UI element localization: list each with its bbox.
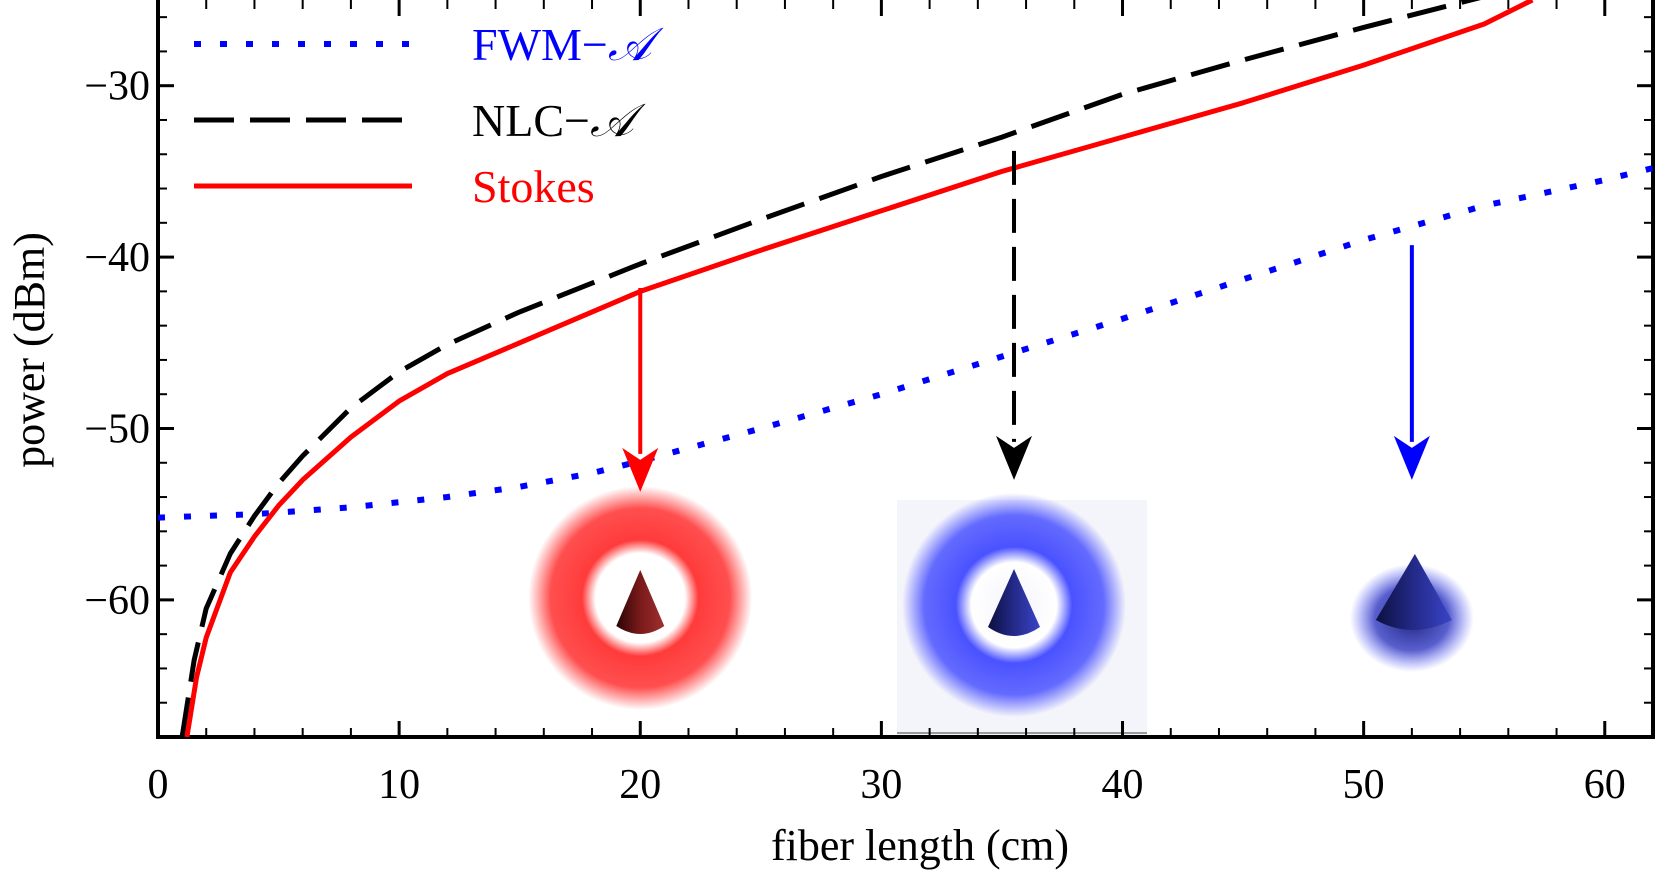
series-line-fwm bbox=[158, 165, 1653, 521]
y-tick-label: −40 bbox=[84, 235, 150, 281]
series-line-nlc bbox=[179, 0, 1481, 737]
ticks-layer bbox=[156, 0, 1653, 738]
fwm-beam-peak bbox=[1375, 554, 1452, 630]
x-tick-label: 60 bbox=[1584, 762, 1626, 808]
series-line-stokes bbox=[184, 0, 1534, 737]
y-tick-label: −60 bbox=[84, 578, 150, 624]
x-tick-label: 30 bbox=[860, 762, 902, 808]
legend-label: FWM−𝒜 bbox=[472, 19, 664, 70]
plot-border bbox=[156, 0, 1655, 739]
x-tick-label: 10 bbox=[378, 762, 420, 808]
legend: FWM−𝒜 NLC−𝒜 Stokes bbox=[194, 19, 664, 212]
x-tick-label: 0 bbox=[148, 762, 169, 808]
stokes-beam-peak bbox=[616, 570, 665, 634]
x-axis-label: fiber length (cm) bbox=[771, 821, 1069, 870]
legend-label: Stokes bbox=[472, 161, 595, 212]
arrow-layer bbox=[622, 150, 1430, 492]
legend-label: NLC−𝒜 bbox=[472, 95, 646, 146]
x-tick-label: 40 bbox=[1102, 762, 1144, 808]
tick-labels: 0 10 20 30 40 50 60 −60 −50 −40 −30 bbox=[84, 64, 1625, 808]
nlc-beam-peak bbox=[988, 569, 1041, 636]
arrow-head-0 bbox=[622, 447, 659, 492]
arrow-head-1 bbox=[996, 435, 1033, 480]
beam-profile-images bbox=[528, 486, 1474, 735]
arrow-head-2 bbox=[1393, 435, 1430, 480]
x-tick-label: 50 bbox=[1343, 762, 1385, 808]
y-axis-label: power (dBm) bbox=[5, 232, 54, 468]
y-tick-label: −50 bbox=[84, 406, 150, 452]
x-tick-label: 20 bbox=[619, 762, 661, 808]
plot-frame bbox=[156, 0, 1655, 739]
series-layer bbox=[158, 0, 1653, 737]
y-tick-label: −30 bbox=[84, 64, 150, 110]
